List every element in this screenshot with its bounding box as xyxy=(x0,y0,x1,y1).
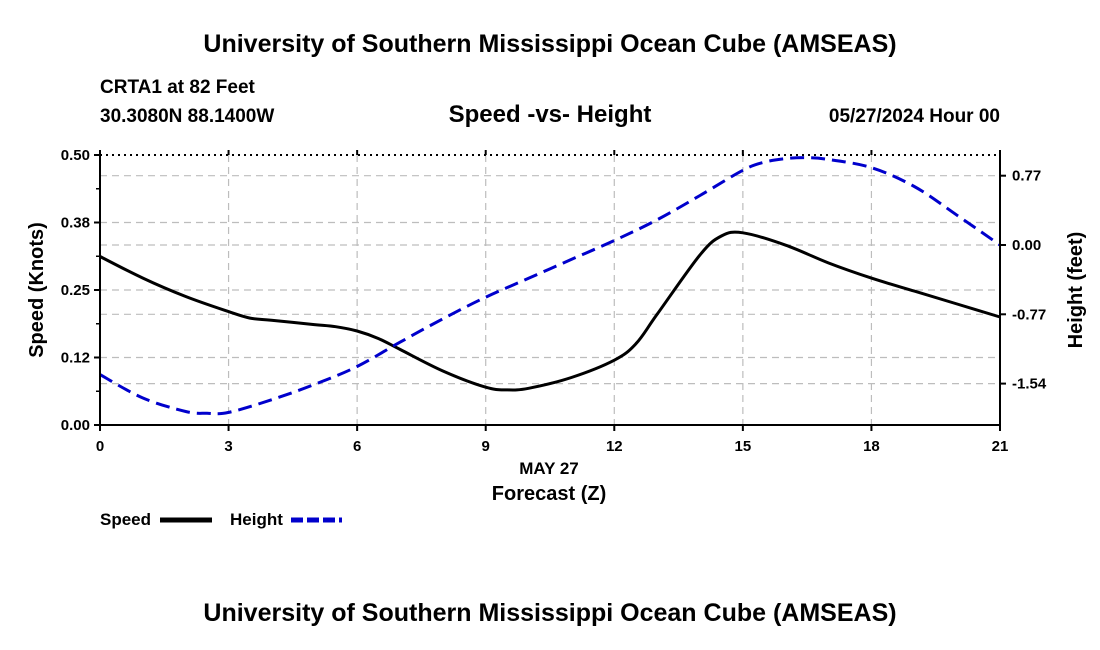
legend-speed-label: Speed xyxy=(100,510,151,529)
y-left-tick-label: 0.12 xyxy=(61,350,90,367)
x-axis-date-label: MAY 27 xyxy=(519,459,579,478)
x-tick-label: 0 xyxy=(96,438,104,455)
y-left-tick-label: 0.38 xyxy=(61,215,90,232)
station-coords: 30.3080N 88.1400W xyxy=(100,106,275,127)
axes: 0 3 6 9 12 15 18 21 0.00 0.12 0.25 0.38 0.50 0.77 0.00… xyxy=(61,147,1047,455)
series-line-height xyxy=(99,156,1001,416)
y-axis-right-label: Height (feet) xyxy=(1065,232,1087,349)
y-right-tick-label: 0.77 xyxy=(1012,168,1041,185)
page-title-top: University of Southern Mississippi Ocean… xyxy=(203,30,897,58)
y-axis-left-label: Speed (Knots) xyxy=(26,222,48,358)
speed-height-chart: 0 3 6 9 12 15 18 21 0.00 0.12 0.25 0.38 0.50 0.77 0.00… xyxy=(26,147,1087,529)
x-tick-label: 12 xyxy=(606,438,623,455)
x-tick-label: 18 xyxy=(863,438,880,455)
y-right-tick-label: -1.54 xyxy=(1012,376,1047,393)
station-label: CRTA1 at 82 Feet xyxy=(100,77,255,98)
x-tick-label: 6 xyxy=(353,438,361,455)
y-left-tick-label: 0.00 xyxy=(61,417,90,434)
x-tick-label: 3 xyxy=(224,438,232,455)
x-tick-label: 21 xyxy=(992,438,1009,455)
x-tick-label: 9 xyxy=(482,438,490,455)
series-layer xyxy=(99,156,1001,416)
page-title-bottom: University of Southern Mississippi Ocean… xyxy=(203,599,897,627)
y-left-tick-label: 0.25 xyxy=(61,282,90,299)
grid xyxy=(100,155,1000,425)
y-right-tick-label: 0.00 xyxy=(1012,237,1041,254)
x-axis-label: Forecast (Z) xyxy=(492,483,606,505)
y-left-tick-label: 0.50 xyxy=(61,147,90,164)
legend-height-label: Height xyxy=(230,510,283,529)
chart-subtitle: Speed -vs- Height xyxy=(448,101,652,128)
series-line-speed xyxy=(99,230,1001,392)
x-tick-label: 15 xyxy=(735,438,752,455)
forecast-datetime: 05/27/2024 Hour 00 xyxy=(828,106,1000,127)
y-right-tick-label: -0.77 xyxy=(1012,306,1046,323)
